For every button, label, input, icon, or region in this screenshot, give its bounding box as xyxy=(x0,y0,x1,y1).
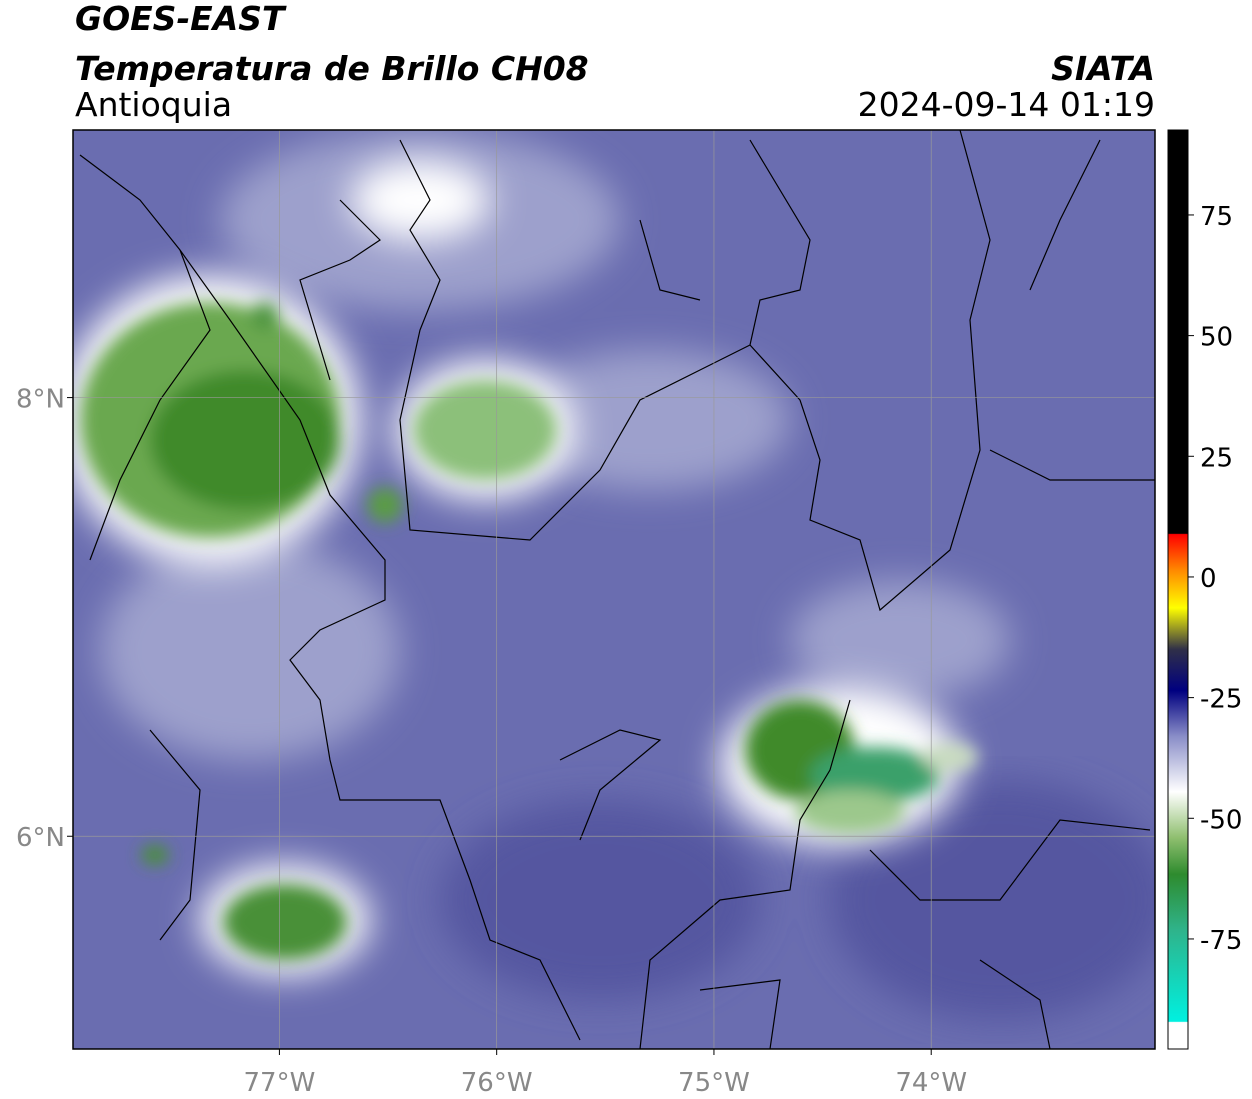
region: Antioquia xyxy=(75,85,232,124)
y-tick-label: 8°N xyxy=(16,385,65,415)
colorbar-tick-label: 75 xyxy=(1200,202,1233,232)
map-frame xyxy=(72,129,1156,1050)
y-tick-label: 6°N xyxy=(16,823,65,853)
colorbar-tick-label: 0 xyxy=(1200,564,1217,594)
colorbar-tick-label: -50 xyxy=(1200,805,1242,835)
boundaries xyxy=(79,130,1155,1049)
colorbar-tick-label: -75 xyxy=(1200,926,1242,956)
title: GOES-EAST xyxy=(75,0,287,38)
colorbar-tick-label: 25 xyxy=(1200,443,1233,473)
map-field xyxy=(73,130,1155,1049)
colorbar-tick-label: 50 xyxy=(1200,323,1233,353)
x-tick-label: 76°W xyxy=(461,1068,533,1098)
datetime: 2024-09-14 01:19 xyxy=(858,85,1155,124)
x-tick-label: 74°W xyxy=(895,1068,967,1098)
source: SIATA xyxy=(1051,49,1155,88)
colorbar-tick-label: -25 xyxy=(1200,685,1242,715)
x-tick-label: 77°W xyxy=(244,1068,316,1098)
colorbar xyxy=(1167,129,1189,1050)
x-tick-label: 75°W xyxy=(678,1068,750,1098)
subtitle: Temperatura de Brillo CH08 xyxy=(75,49,589,88)
